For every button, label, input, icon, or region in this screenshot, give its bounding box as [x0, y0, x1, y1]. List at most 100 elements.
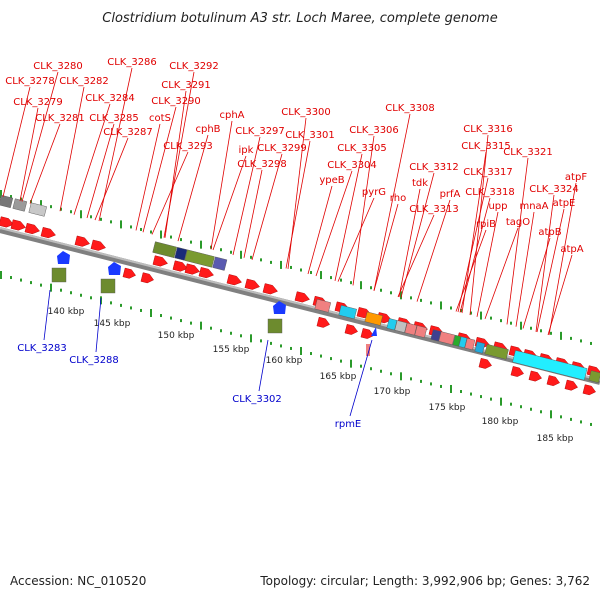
- top-label-leaders: [2, 67, 577, 336]
- scale-tick: [420, 298, 422, 302]
- gene-label-top: upp: [488, 201, 507, 212]
- feature-block-shape: [438, 331, 456, 345]
- scale-tick: [90, 296, 92, 300]
- scale-tick: [460, 390, 462, 394]
- scale-tick: [160, 230, 162, 239]
- cds-arrow: [40, 227, 56, 239]
- gene-label-top: mnaA: [519, 201, 548, 212]
- kbp-scale-labels: 140 kbp 145 kbp 150 kbp 155 kbp 160 kbp 165 k…: [48, 307, 574, 444]
- gene-label-top: CLK_3312: [409, 162, 459, 173]
- scale-tick: [310, 352, 312, 356]
- label-leader-line: [59, 86, 85, 212]
- label-leader-line: [135, 123, 161, 231]
- cds-arrow: [152, 255, 168, 267]
- gene-label-bottom: CLK_3288: [69, 355, 119, 366]
- feature-square-shape: [51, 267, 67, 283]
- scale-tick: [520, 321, 522, 330]
- feature-pentagon-shape: [57, 251, 70, 264]
- scale-tick: [390, 372, 392, 376]
- gene-label-top: CLK_3285: [89, 113, 139, 124]
- scale-tick: [200, 321, 202, 330]
- scale-tick: [110, 220, 112, 224]
- cds-arrow: [528, 370, 542, 382]
- gene-label-top: CLK_3286: [107, 57, 157, 68]
- scale-tick: [510, 321, 512, 325]
- gene-label-top: ypeB: [319, 175, 344, 186]
- gene-label-top: cphA: [219, 110, 244, 121]
- feature-pentagon-shape: [108, 262, 121, 275]
- label-leader-line: [547, 254, 573, 335]
- scale-tick: [500, 319, 502, 323]
- scale-tick: [320, 354, 322, 358]
- scale-tick: [30, 281, 32, 285]
- cds-arrow: [582, 384, 596, 396]
- cds-arrow-shape: [360, 328, 374, 339]
- scale-tick: [290, 346, 292, 350]
- cds-arrow-shape: [74, 235, 90, 247]
- scale-tick: [510, 402, 512, 406]
- gene-label-top: CLK_3300: [281, 107, 331, 118]
- scale-tick: [50, 205, 52, 209]
- feature-block: [484, 344, 509, 360]
- feature-block: [414, 325, 428, 338]
- gene-label-top: CLK_3287: [103, 127, 153, 138]
- scale-tick: [530, 326, 532, 330]
- cds-arrow-shape: [316, 316, 330, 328]
- label-leader-line: [515, 211, 535, 327]
- label-leader-line: [151, 151, 189, 235]
- cds-arrow: [198, 267, 214, 279]
- gene-label-top: CLK_3324: [529, 184, 579, 195]
- feature-block-shape: [174, 247, 188, 261]
- gene-label-top: CLK_3299: [257, 143, 307, 154]
- cds-arrow-shape: [172, 260, 188, 272]
- gene-label-top: pyrG: [362, 187, 386, 198]
- feature-square: [267, 318, 283, 334]
- cds-arrow-shape: [262, 283, 278, 295]
- cds-arrow-shape: [184, 263, 200, 275]
- scale-tick: [170, 235, 172, 239]
- scale-tick: [350, 359, 352, 368]
- bottom-label-leaders: [43, 289, 373, 417]
- kbp-tick-label: 155 kbp: [213, 345, 250, 355]
- label-leader-line: [535, 194, 555, 332]
- scale-tick: [170, 316, 172, 320]
- feature-block: [404, 322, 418, 336]
- label-leader-line: [373, 113, 411, 291]
- feature-block-shape: [184, 249, 215, 268]
- scale-tick: [80, 293, 82, 297]
- gene-label-top: cphB: [195, 124, 220, 135]
- kbp-tick-label: 180 kbp: [482, 417, 519, 427]
- cds-arrow: [0, 216, 14, 228]
- feature-block: [0, 194, 14, 209]
- cds-arrow: [510, 366, 524, 377]
- label-leader-line: [352, 135, 375, 286]
- scale-tick: [360, 364, 362, 368]
- feature-block-shape: [414, 325, 428, 338]
- gene-label-top: CLK_3306: [349, 125, 399, 136]
- cds-arrow-shape: [10, 219, 26, 231]
- feature-block: [152, 241, 177, 258]
- scale-tick: [230, 331, 232, 335]
- gene-label-top: CLK_3321: [503, 147, 553, 158]
- gene-label-bottom: CLK_3283: [17, 343, 67, 354]
- feature-block-shape: [430, 329, 442, 342]
- feature-block-shape: [338, 305, 357, 320]
- feature-pentagon: [273, 301, 286, 314]
- label-leader-line: [251, 153, 283, 260]
- cds-arrow: [478, 357, 492, 369]
- feature-block-shape: [212, 256, 228, 271]
- kbp-tick-label: 165 kbp: [320, 372, 357, 382]
- scale-tick: [430, 382, 432, 386]
- cds-arrow: [244, 278, 260, 290]
- gene-label-top: CLK_3304: [327, 160, 377, 171]
- scale-tick: [340, 359, 342, 363]
- feature-block: [28, 202, 47, 217]
- scale-tick: [10, 195, 12, 199]
- gene-label-top: ipk: [239, 145, 254, 156]
- cds-arrow: [10, 219, 26, 231]
- scale-tick: [380, 288, 382, 292]
- gene-label-top: tdk: [412, 178, 428, 189]
- scale-tick: [360, 281, 362, 290]
- scale-tick: [10, 276, 12, 280]
- scale-tick: [340, 278, 342, 282]
